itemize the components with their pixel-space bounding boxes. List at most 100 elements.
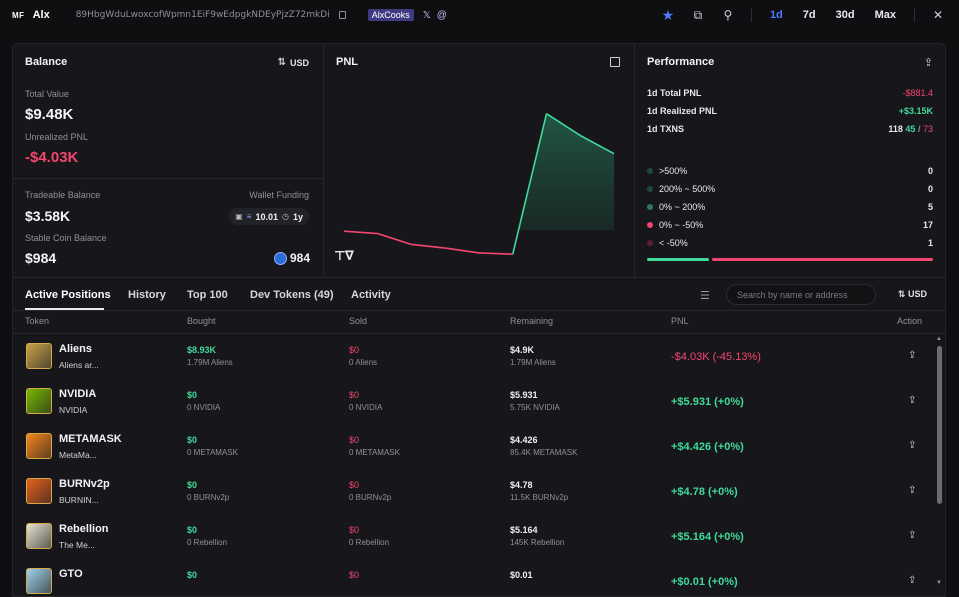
realized-pnl-value: +$3.15K <box>898 106 933 116</box>
pnl-range-row: 0% ~ -50% 17 <box>647 220 933 230</box>
table-row[interactable]: Rebellion The Me... $0 0 Rebellion $0 0 Rebel… <box>13 515 935 560</box>
funding-amount: 10.01 <box>255 211 278 222</box>
active-tab-indicator <box>25 308 104 310</box>
bought-amount: 0 NVIDIA <box>187 403 221 412</box>
header-action: Action <box>897 316 923 326</box>
sold-value: $0 <box>349 390 360 400</box>
table-row[interactable]: METAMASK MetaMa... $0 0 METAMASK $0 0 METAMAS… <box>13 425 935 470</box>
table-row[interactable]: NVIDIA NVIDIA $0 0 NVIDIA $0 0 NVIDIA $5.931 5.… <box>13 380 935 425</box>
scroll-up-icon[interactable]: ▲ <box>936 336 942 342</box>
share-icon[interactable]: ⇪ <box>908 395 917 406</box>
wallet-icon: ▣ <box>235 212 243 221</box>
at-icon[interactable]: @ <box>436 9 447 21</box>
star-button[interactable]: ★ <box>653 0 683 30</box>
bought-value: $0 <box>187 435 198 445</box>
currency-toggle[interactable]: ⇅ USD <box>278 57 309 68</box>
remaining-value: $4.426 <box>510 435 538 445</box>
wallet-funding-label: Wallet Funding <box>249 190 309 200</box>
token-name[interactable]: GTO <box>59 568 83 580</box>
txns-total: 118 <box>888 124 903 134</box>
pnl-range-row: 0% ~ 200% 5 <box>647 202 933 212</box>
table-currency-toggle[interactable]: ⇅ USD <box>898 289 927 300</box>
share-icon[interactable]: ⇪ <box>908 485 917 496</box>
position-pnl: +$4.426 (+0%) <box>671 441 744 453</box>
tab-top-100[interactable]: Top 100 <box>187 289 228 301</box>
wallet-funding-pill[interactable]: ▣ ≡ 10.01 ◷ 1y <box>229 208 309 225</box>
remaining-amount: 11.5K BURNv2p <box>510 493 569 502</box>
pnl-card: PNL ⊤∇ <box>324 44 635 277</box>
token-name[interactable]: METAMASK <box>59 433 122 445</box>
share-icon[interactable]: ⇪ <box>908 575 917 586</box>
share-icon[interactable]: ⇪ <box>923 57 933 69</box>
bought-value: $0 <box>187 390 198 400</box>
bought-value: $0 <box>187 570 198 580</box>
copy-icon[interactable] <box>338 11 346 19</box>
table-row[interactable]: GTO $0 $0 $0.01 +$0.01 (+0%) ⇪ <box>13 560 935 596</box>
sort-arrows-icon: ⇅ <box>277 57 286 68</box>
balance-card: Balance ⇅ USD Total Value $9.48K Unreali… <box>13 44 324 277</box>
scroll-thumb[interactable] <box>937 346 942 504</box>
timeframe-1d[interactable]: 1d <box>769 9 783 21</box>
tab-dev-tokens[interactable]: Dev Tokens (49) <box>250 289 334 301</box>
divider <box>750 8 752 22</box>
range-label-wrap: >500% <box>647 166 687 176</box>
search-input[interactable]: Search by name or address <box>726 284 876 305</box>
token-fullname: BURNIN... <box>59 495 99 505</box>
txns-label: 1d TXNS <box>647 124 685 134</box>
stable-coin-amount: 984 <box>290 251 311 265</box>
token-name[interactable]: Rebellion <box>59 523 109 535</box>
token-fullname: NVIDIA <box>59 405 88 415</box>
remaining-amount: 1.79M Aliens <box>510 358 556 367</box>
txns-buy: 45 <box>905 124 916 134</box>
share-icon[interactable]: ⇪ <box>908 440 917 451</box>
range-label: 200% ~ 500% <box>659 184 716 194</box>
position-pnl: +$0.01 (+0%) <box>671 576 738 588</box>
remaining-amount: 5.75K NVIDIA <box>510 403 560 412</box>
tradeable-balance-label: Tradeable Balance <box>25 190 101 200</box>
pnl-line-segment <box>478 252 513 255</box>
share-icon[interactable]: ⇪ <box>908 530 917 541</box>
remaining-value: $5.164 <box>510 525 538 535</box>
list-icon[interactable]: ☰ <box>700 290 710 302</box>
range-label-wrap: 200% ~ 500% <box>647 184 715 194</box>
table-row[interactable]: Aliens Aliens ar... $8.93K 1.79M Aliens $0 0 … <box>13 335 935 380</box>
total-value: $9.48K <box>25 106 74 123</box>
txns-row: 1d TXNS 118 45 / 73 <box>647 124 933 134</box>
share-icon[interactable]: ⇪ <box>908 350 917 361</box>
pnl-line-segment <box>579 134 615 155</box>
range-count: 5 <box>927 202 933 212</box>
timeframe-30d[interactable]: 30d <box>835 9 855 21</box>
calendar-icon[interactable] <box>610 57 620 67</box>
tab-active-positions[interactable]: Active Positions <box>25 289 111 301</box>
search-button[interactable]: ⚲ <box>713 0 743 30</box>
remaining-value: $0.01 <box>510 570 533 580</box>
x-logo-icon[interactable]: 𝕏 <box>422 9 431 21</box>
timeframe-max[interactable]: Max <box>874 9 896 21</box>
range-count: 0 <box>927 184 933 194</box>
header-sold: Sold <box>349 316 368 326</box>
token-fullname: MetaMa... <box>59 450 97 460</box>
range-count: 1 <box>927 238 933 248</box>
stable-coin-balance: $984 <box>25 250 57 266</box>
tab-history[interactable]: History <box>128 289 166 301</box>
remaining-value: $4.9K <box>510 345 535 355</box>
close-button[interactable]: ✕ <box>923 0 953 30</box>
realized-pnl-row: 1d Realized PNL +$3.15K <box>647 106 933 116</box>
scrollbar[interactable]: ▲ ▼ <box>935 336 943 596</box>
sold-amount: 0 Rebellion <box>349 538 390 547</box>
total-value-label: Total Value <box>25 89 69 99</box>
range-label-wrap: 0% ~ -50% <box>647 220 703 230</box>
scroll-down-icon[interactable]: ▼ <box>936 580 942 586</box>
remaining-value: $4.78 <box>510 480 533 490</box>
bought-value: $0 <box>187 480 198 490</box>
token-name[interactable]: NVIDIA <box>59 388 97 400</box>
external-link-button[interactable]: ⧉ <box>683 0 713 30</box>
pnl-range-row: < -50% 1 <box>647 238 933 248</box>
token-name[interactable]: BURNv2p <box>59 478 110 490</box>
balance-title: Balance <box>25 56 68 68</box>
token-name[interactable]: Aliens <box>59 343 93 355</box>
table-row[interactable]: BURNv2p BURNIN... $0 0 BURNv2p $0 0 BURNv2p $4… <box>13 470 935 515</box>
timeframe-7d[interactable]: 7d <box>802 9 816 21</box>
twitter-handle[interactable]: AlxCooks <box>367 9 414 21</box>
tab-activity[interactable]: Activity <box>351 289 391 301</box>
